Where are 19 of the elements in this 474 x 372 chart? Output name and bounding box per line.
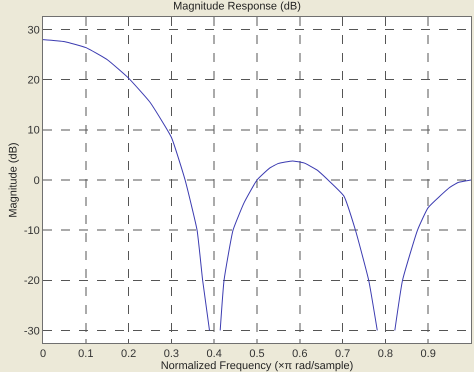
y-tick-label: 0: [34, 174, 40, 187]
y-tick-label: -20: [24, 275, 40, 288]
x-tick-label: 0.6: [292, 348, 308, 360]
y-tick-label: 20: [28, 74, 40, 87]
x-tick-label: 0.3: [164, 348, 180, 360]
y-tick-label: 10: [28, 124, 40, 137]
x-tick-label: 0.5: [249, 348, 265, 360]
x-tick-label: 0.2: [120, 348, 136, 360]
x-tick-label: 0.8: [378, 348, 394, 360]
y-tick-label: 30: [28, 24, 40, 36]
x-tick-label: 0.9: [420, 348, 436, 360]
chart-title: Magnitude Response (dB): [173, 0, 301, 13]
x-axis-title: Normalized Frequency (×π rad/sample): [160, 360, 354, 372]
y-tick-label: -10: [24, 225, 40, 237]
x-tick-label: 0.7: [334, 348, 350, 360]
y-axis-title: Magnitude (dB): [8, 142, 20, 218]
x-tick-label: 0.4: [206, 348, 222, 360]
x-tick-label: 0.1: [78, 348, 94, 360]
y-tick-label: -30: [24, 325, 40, 338]
